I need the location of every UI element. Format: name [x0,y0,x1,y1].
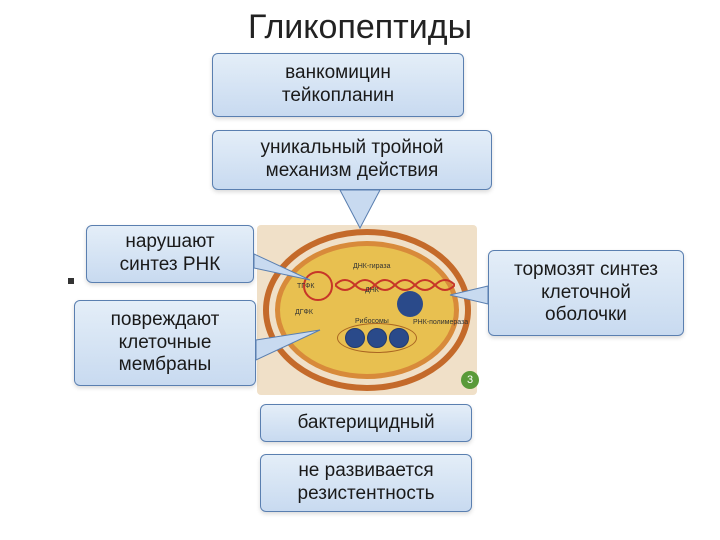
callout-cell-wall: тормозят синтезклеточнойоболочки [488,250,684,336]
ribosome-icon [389,328,409,348]
badge-number: 3 [461,371,479,389]
label-polymerase: РНК-полимераза [413,319,468,326]
ribosome-icon [367,328,387,348]
callout-rna-synthesis: нарушаютсинтез РНК [86,225,254,283]
callout-resistance: не развиваетсярезистентность [260,454,472,512]
rna-polymerase [397,291,423,317]
page-title: Гликопептиды [0,8,720,47]
callout-bactericidal: бактерицидный [260,404,472,442]
callout-mechanism: уникальный тройноймеханизм действия [212,130,492,190]
label-tgfk: ТГФК [297,283,314,290]
callout-drugs: ванкомицинтейкопланин [212,53,464,117]
bullet-marker [68,278,74,284]
dna-strand [335,275,455,295]
label-dna: ДНК [365,287,379,294]
label-ribosomes: Рибосомы [355,318,389,325]
label-gyrase: ДНК-гираза [353,263,390,270]
cell-diagram: ДНК-гираза ДНК РНК-полимераза Рибосомы Т… [257,225,477,395]
ribosome-icon [345,328,365,348]
label-dgfk: ДГФК [295,309,313,316]
callout-membranes: повреждаютклеточныемембраны [74,300,256,386]
